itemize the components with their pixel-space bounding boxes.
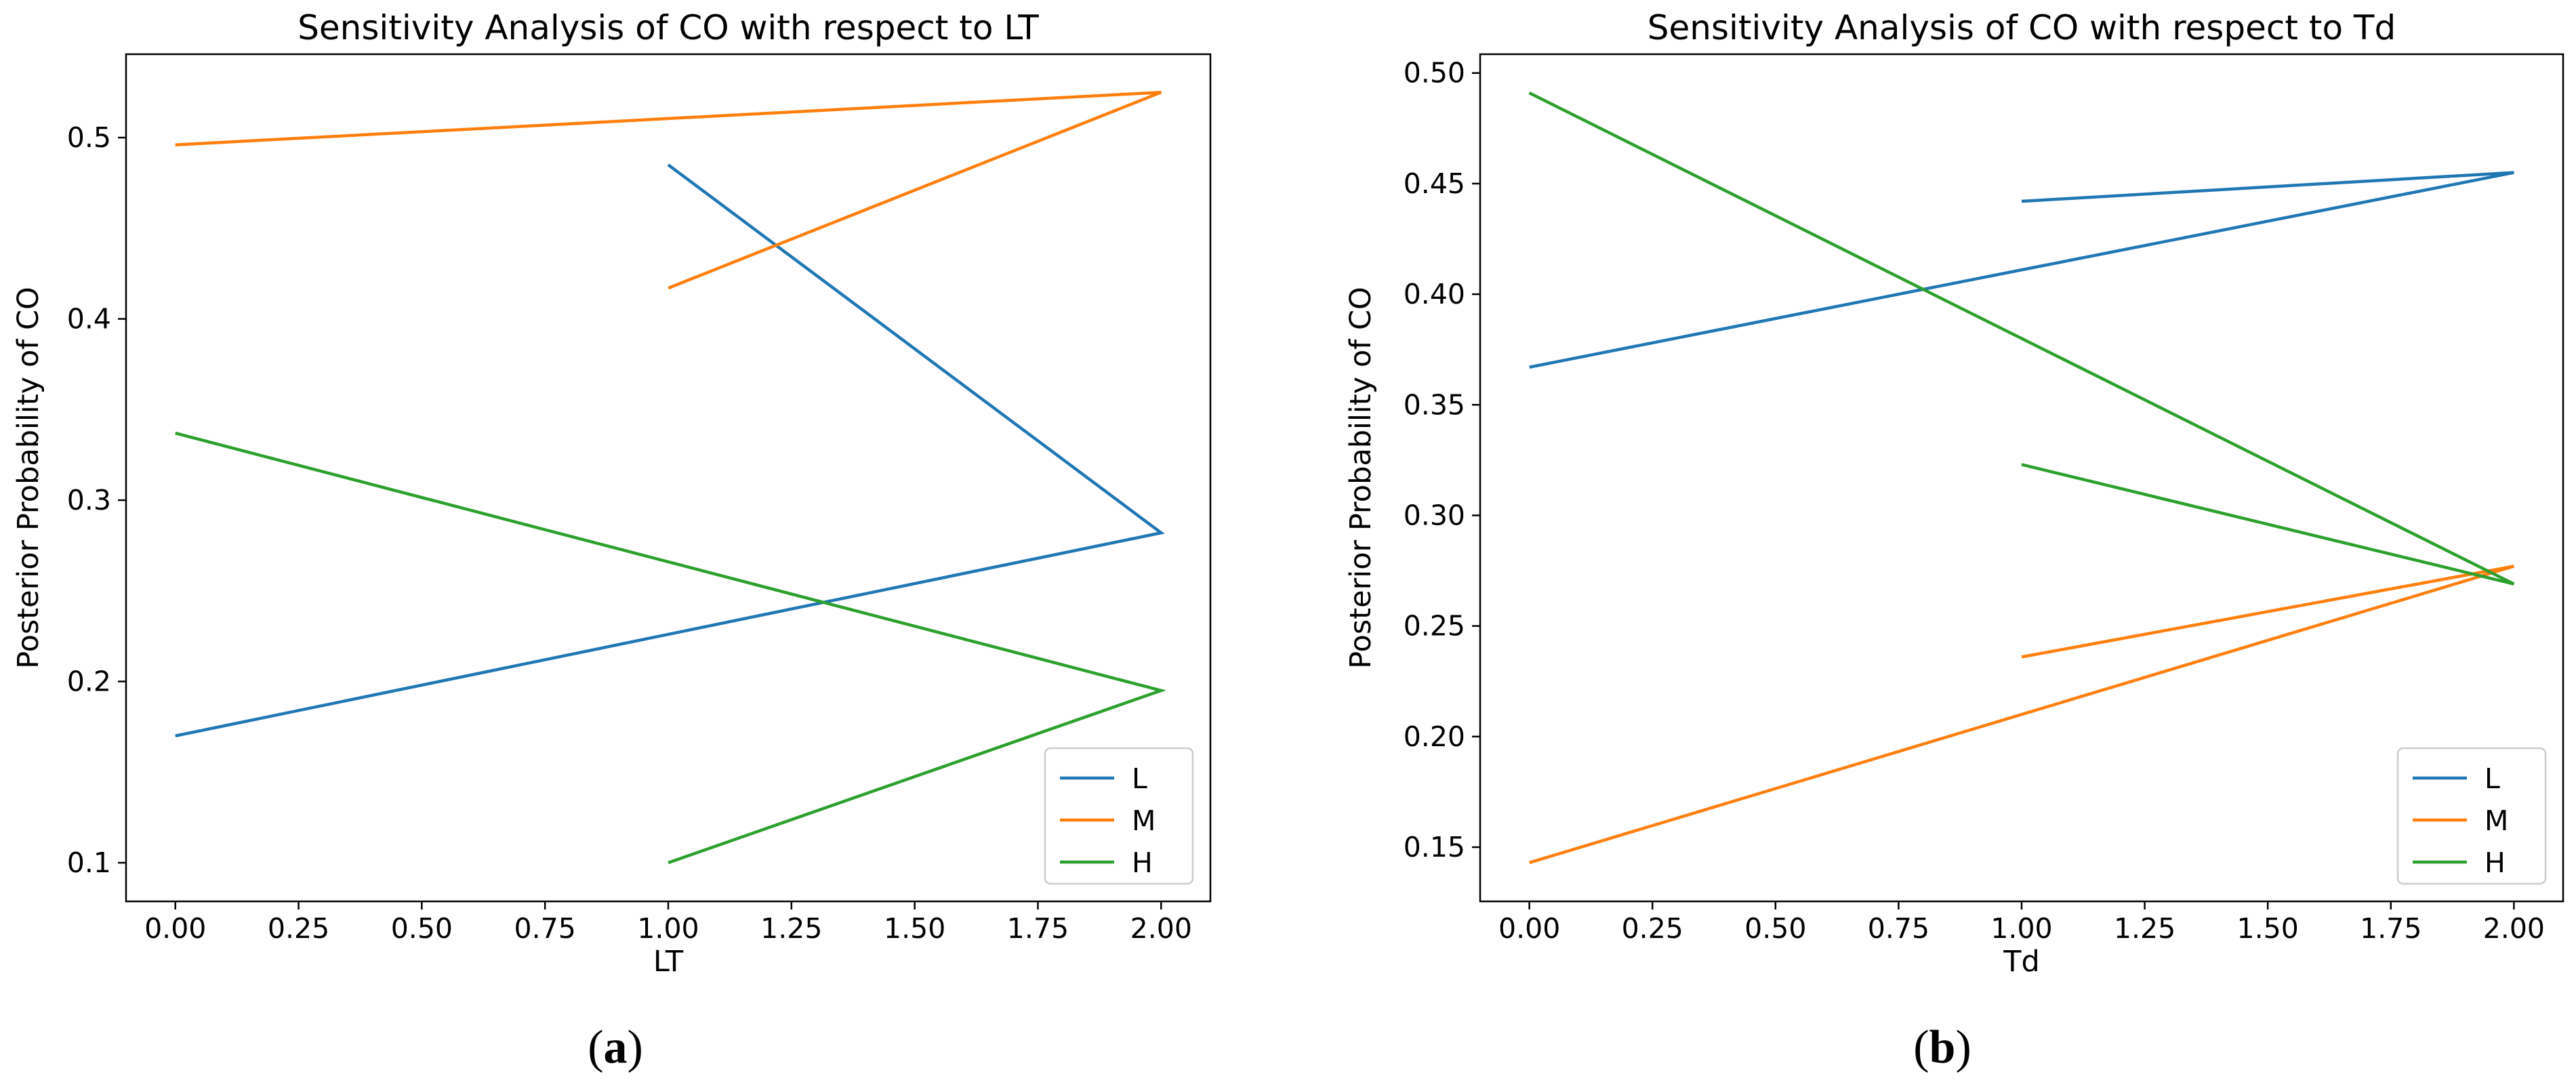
x-tick-label: 1.75 xyxy=(1007,912,1069,945)
series-line-M xyxy=(175,90,1162,290)
legend: LMH xyxy=(2396,747,2547,885)
y-tick-label: 0.45 xyxy=(1404,167,1465,200)
y-tick-label: 0.5 xyxy=(67,121,111,154)
chart-title: Sensitivity Analysis of CO with respect … xyxy=(298,8,1039,47)
chart-panel-b: Sensitivity Analysis of CO with respect … xyxy=(1344,8,2564,979)
x-axis-label: Td xyxy=(2003,945,2040,979)
x-tick-label: 2.00 xyxy=(2483,912,2545,945)
x-tick-label: 1.00 xyxy=(1990,912,2052,945)
x-tick-label: 1.25 xyxy=(2114,912,2175,945)
series-line-L xyxy=(1529,171,2514,369)
legend-label-L: L xyxy=(2485,762,2500,795)
y-tick-label: 0.40 xyxy=(1404,278,1465,310)
y-tick-label: 0.1 xyxy=(67,846,111,879)
x-tick-label: 0.25 xyxy=(1622,912,1683,945)
y-tick-label: 0.50 xyxy=(1404,57,1465,89)
x-tick-label: 0.50 xyxy=(1744,912,1806,945)
x-tick-label: 1.75 xyxy=(2360,912,2421,945)
x-tick-label: 0.75 xyxy=(1868,912,1929,945)
x-tick-label: 0.00 xyxy=(144,912,206,945)
y-axis-label: Posterior Probability of CO xyxy=(1344,287,1378,669)
x-tick-label: 0.00 xyxy=(1498,912,1560,945)
x-axis-label: LT xyxy=(653,945,684,979)
x-tick-label: 1.25 xyxy=(760,912,822,945)
x-tick-label: 0.75 xyxy=(514,912,576,945)
series-line-H xyxy=(175,431,1167,865)
legend-label-L: L xyxy=(1132,762,1147,795)
y-tick-label: 0.30 xyxy=(1404,499,1465,531)
panel-label-a: (a) xyxy=(588,1021,643,1074)
y-tick-label: 0.3 xyxy=(67,484,111,516)
chart-panel-a: Sensitivity Analysis of CO with respect … xyxy=(12,8,1212,979)
chart-title: Sensitivity Analysis of CO with respect … xyxy=(1648,8,2396,47)
panel-label-b: (b) xyxy=(1913,1021,1971,1074)
x-tick-label: 0.50 xyxy=(391,912,453,945)
y-tick-label: 0.25 xyxy=(1404,610,1465,642)
y-axis-label: Posterior Probability of CO xyxy=(12,287,45,669)
y-tick-label: 0.15 xyxy=(1404,831,1465,863)
x-tick-label: 1.00 xyxy=(637,912,699,945)
y-tick-label: 0.20 xyxy=(1404,720,1465,753)
y-tick-label: 0.4 xyxy=(67,303,111,335)
y-tick-label: 0.2 xyxy=(67,666,111,698)
legend-label-H: H xyxy=(2485,846,2506,879)
y-tick-label: 0.35 xyxy=(1404,388,1465,421)
legend-box xyxy=(1044,747,1194,885)
series-line-H xyxy=(1528,91,2515,586)
x-tick-label: 2.00 xyxy=(1130,912,1192,945)
legend: LMH xyxy=(1044,747,1194,885)
legend-box xyxy=(2396,747,2547,885)
series-line-L xyxy=(175,163,1165,738)
legend-label-H: H xyxy=(1132,846,1153,879)
legend-label-M: M xyxy=(1132,804,1156,837)
x-tick-label: 1.50 xyxy=(884,912,945,945)
legend-label-M: M xyxy=(2485,804,2508,837)
x-tick-label: 0.25 xyxy=(268,912,329,945)
series-line-M xyxy=(1528,565,2515,865)
x-tick-label: 1.50 xyxy=(2237,912,2299,945)
